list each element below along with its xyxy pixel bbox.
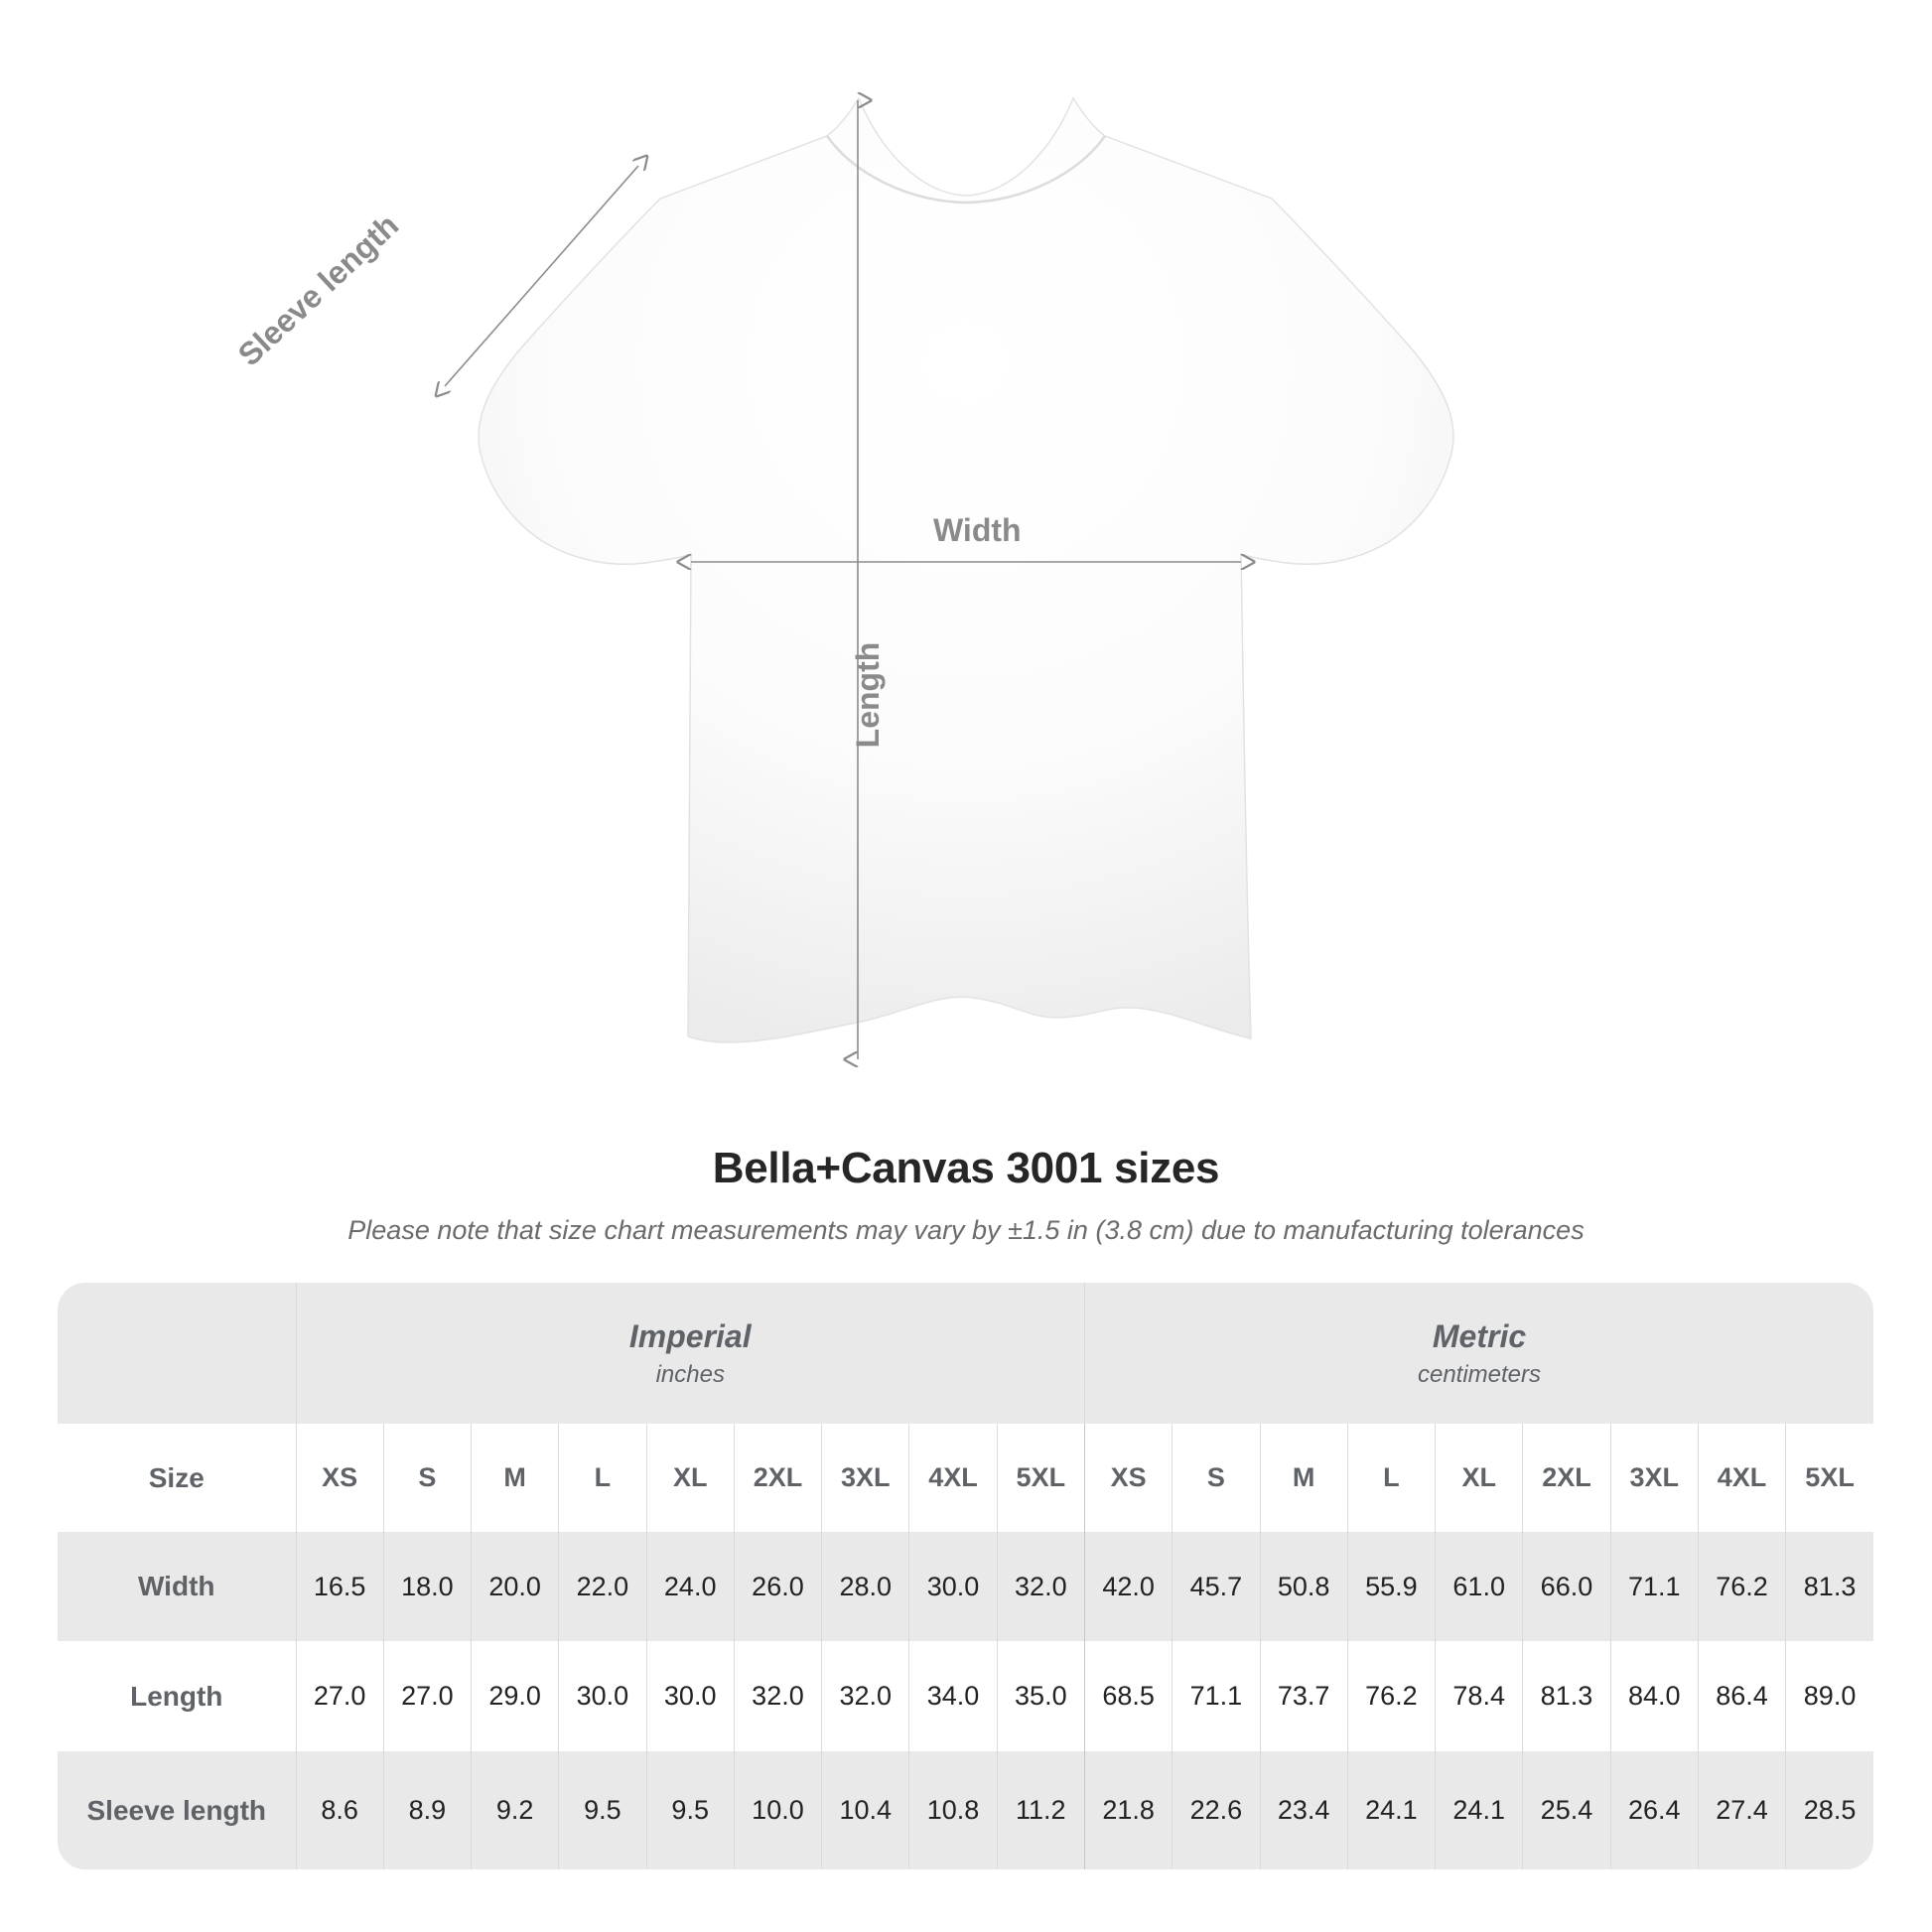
svg-text:Width: Width [933,512,1022,548]
svg-text:Length: Length [850,642,886,749]
svg-text:Sleeve length: Sleeve length [231,207,405,372]
